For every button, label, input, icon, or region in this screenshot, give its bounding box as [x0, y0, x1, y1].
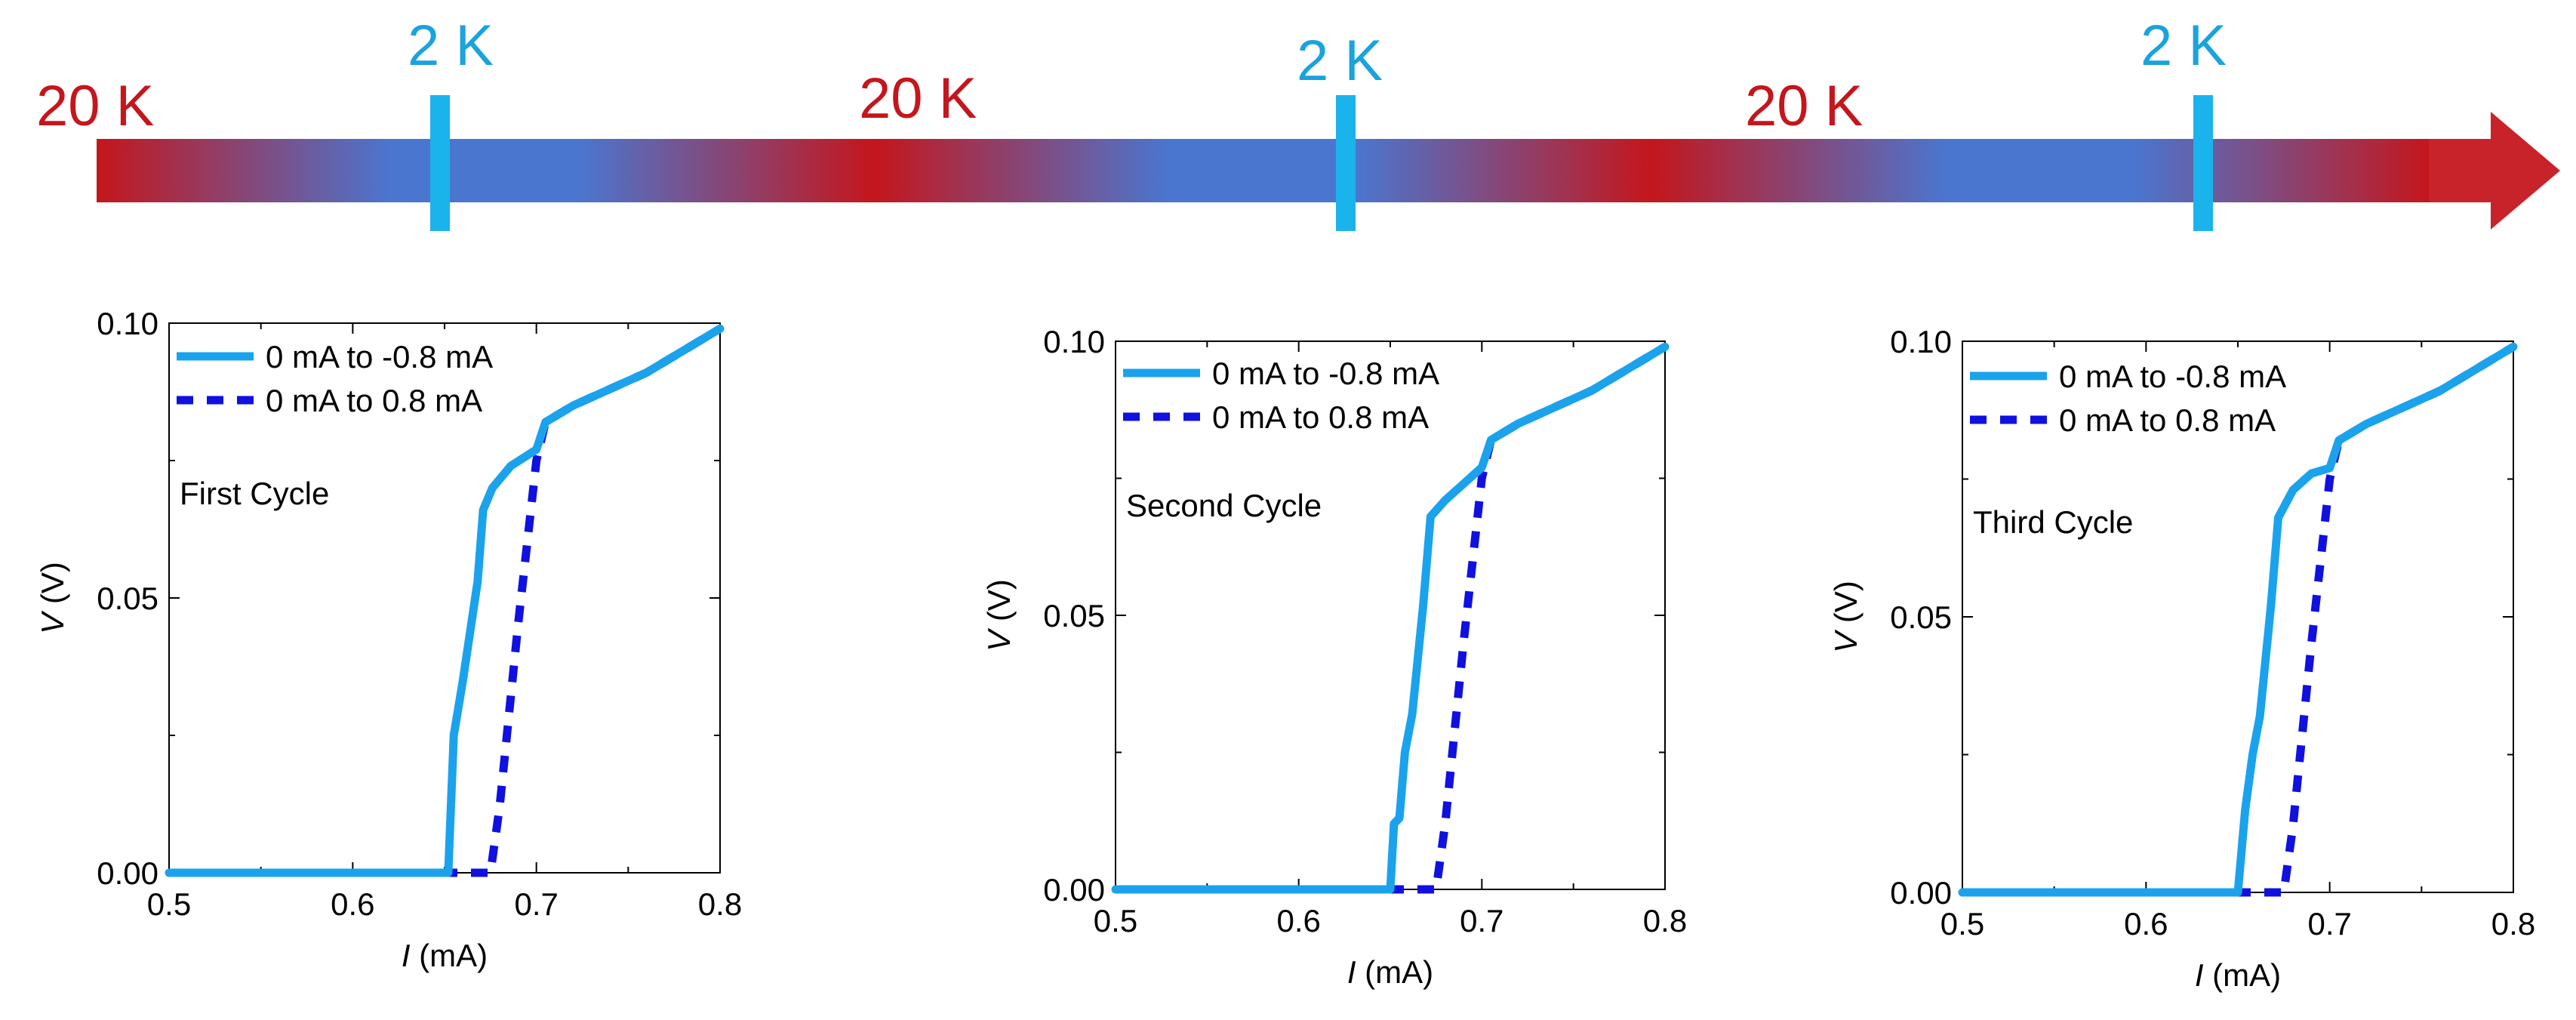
legend-label-1: 0 mA to -0.8 mA [2059, 359, 2286, 394]
x-tick-label: 0.8 [2491, 906, 2535, 941]
cycle-annotation: First Cycle [180, 476, 329, 511]
x-tick-label: 0.7 [514, 886, 558, 922]
x-axis-label-unit: (mA) [1356, 954, 1434, 990]
timeline-label-20k-1: 20 K [36, 74, 154, 138]
x-tick-label: 0.8 [1643, 903, 1687, 938]
legend-label-2: 0 mA to 0.8 mA [1212, 399, 1429, 435]
cycle-annotation: Second Cycle [1126, 488, 1322, 523]
x-axis-label: I (mA) [2195, 957, 2281, 993]
y-tick-label: 0.10 [1890, 324, 1952, 359]
x-axis-label: I (mA) [402, 938, 488, 973]
x-axis-label: I (mA) [1347, 954, 1433, 990]
y-tick-label: 0.10 [97, 306, 158, 341]
y-tick-label: 0.05 [97, 581, 158, 616]
timeline-marker-2k-2 [1336, 95, 1356, 231]
y-axis-label-symbol: V [981, 627, 1017, 652]
y-axis-label: V (V) [35, 562, 70, 634]
timeline-bar-segment-1 [97, 139, 874, 202]
chart-panel-2: 0.5 0.6 0.7 0.8 0.00 0.05 0.10 I (mA) V (V) 0 mA … [981, 324, 1687, 990]
timeline-arrow-head [2491, 112, 2560, 230]
x-tick-label: 0.6 [2124, 906, 2168, 941]
x-tick-label: 0.5 [1940, 906, 1984, 941]
timeline-marker-2k-1 [430, 95, 450, 231]
y-axis-label-symbol: V [35, 610, 70, 634]
x-tick-label: 0.5 [147, 886, 191, 922]
y-tick-label: 0.00 [1043, 872, 1105, 908]
timeline-bar-segment-2 [874, 139, 1651, 202]
legend-label-2: 0 mA to 0.8 mA [2059, 402, 2276, 438]
legend-label-1: 0 mA to -0.8 mA [1212, 356, 1439, 391]
timeline-label-2k-3: 2 K [2141, 14, 2227, 78]
timeline-bar-tail [2429, 139, 2491, 202]
y-axis-label-unit: (V) [1828, 581, 1864, 632]
x-tick-label: 0.8 [698, 886, 742, 922]
timeline-label-2k-2: 2 K [1297, 29, 1383, 93]
x-tick-label: 0.6 [331, 886, 374, 922]
series-line-negative-sweep [1111, 342, 1670, 894]
y-tick-label: 0.00 [97, 855, 158, 891]
chart-panel-1: 0.5 0.6 0.7 0.8 0.00 0.05 0.10 I (mA) V (V) 0 mA … [35, 306, 742, 973]
chart-panel-3: 0.5 0.6 0.7 0.8 0.00 0.05 0.10 I (mA) V (V) 0 mA … [1828, 324, 2535, 993]
y-tick-label: 0.00 [1890, 875, 1952, 911]
legend-label-2: 0 mA to 0.8 mA [266, 383, 482, 418]
timeline-label-20k-2: 20 K [859, 66, 977, 131]
y-tick-label: 0.05 [1043, 598, 1105, 633]
timeline-bar-segment-3 [1651, 139, 2429, 202]
x-axis-label-symbol: I [1347, 954, 1356, 990]
x-tick-label: 0.5 [1094, 903, 1137, 938]
y-axis-label: V (V) [1828, 581, 1864, 653]
y-axis-label-unit: (V) [35, 562, 70, 613]
timeline-label-20k-3: 20 K [1745, 74, 1863, 138]
y-axis-label-symbol: V [1828, 629, 1864, 653]
x-tick-label: 0.7 [1460, 903, 1503, 938]
series-line-negative-sweep [1958, 342, 2518, 897]
x-axis-label-unit: (mA) [2204, 957, 2282, 993]
x-tick-label: 0.6 [1276, 903, 1320, 938]
cycle-annotation: Third Cycle [1973, 504, 2133, 540]
temperature-timeline: 20 K 2 K 20 K 2 K 20 K 2 K [36, 14, 2560, 231]
legend-label-1: 0 mA to -0.8 mA [266, 339, 493, 374]
x-axis-label-symbol: I [2195, 957, 2204, 993]
x-tick-label: 0.7 [2307, 906, 2351, 941]
x-axis-label-symbol: I [402, 938, 411, 973]
x-axis-label-unit: (mA) [411, 938, 488, 973]
y-axis-label-unit: (V) [981, 579, 1017, 630]
y-tick-label: 0.05 [1890, 599, 1952, 635]
iv-charts: 0.5 0.6 0.7 0.8 0.00 0.05 0.10 I (mA) V (V) 0 mA … [35, 306, 2535, 993]
series-line-positive-sweep [1962, 343, 2516, 897]
timeline-label-2k-1: 2 K [408, 14, 494, 78]
timeline-marker-2k-3 [2193, 95, 2213, 231]
series-line-negative-sweep [165, 324, 725, 877]
y-axis-label: V (V) [981, 579, 1017, 652]
y-tick-label: 0.10 [1043, 324, 1105, 359]
